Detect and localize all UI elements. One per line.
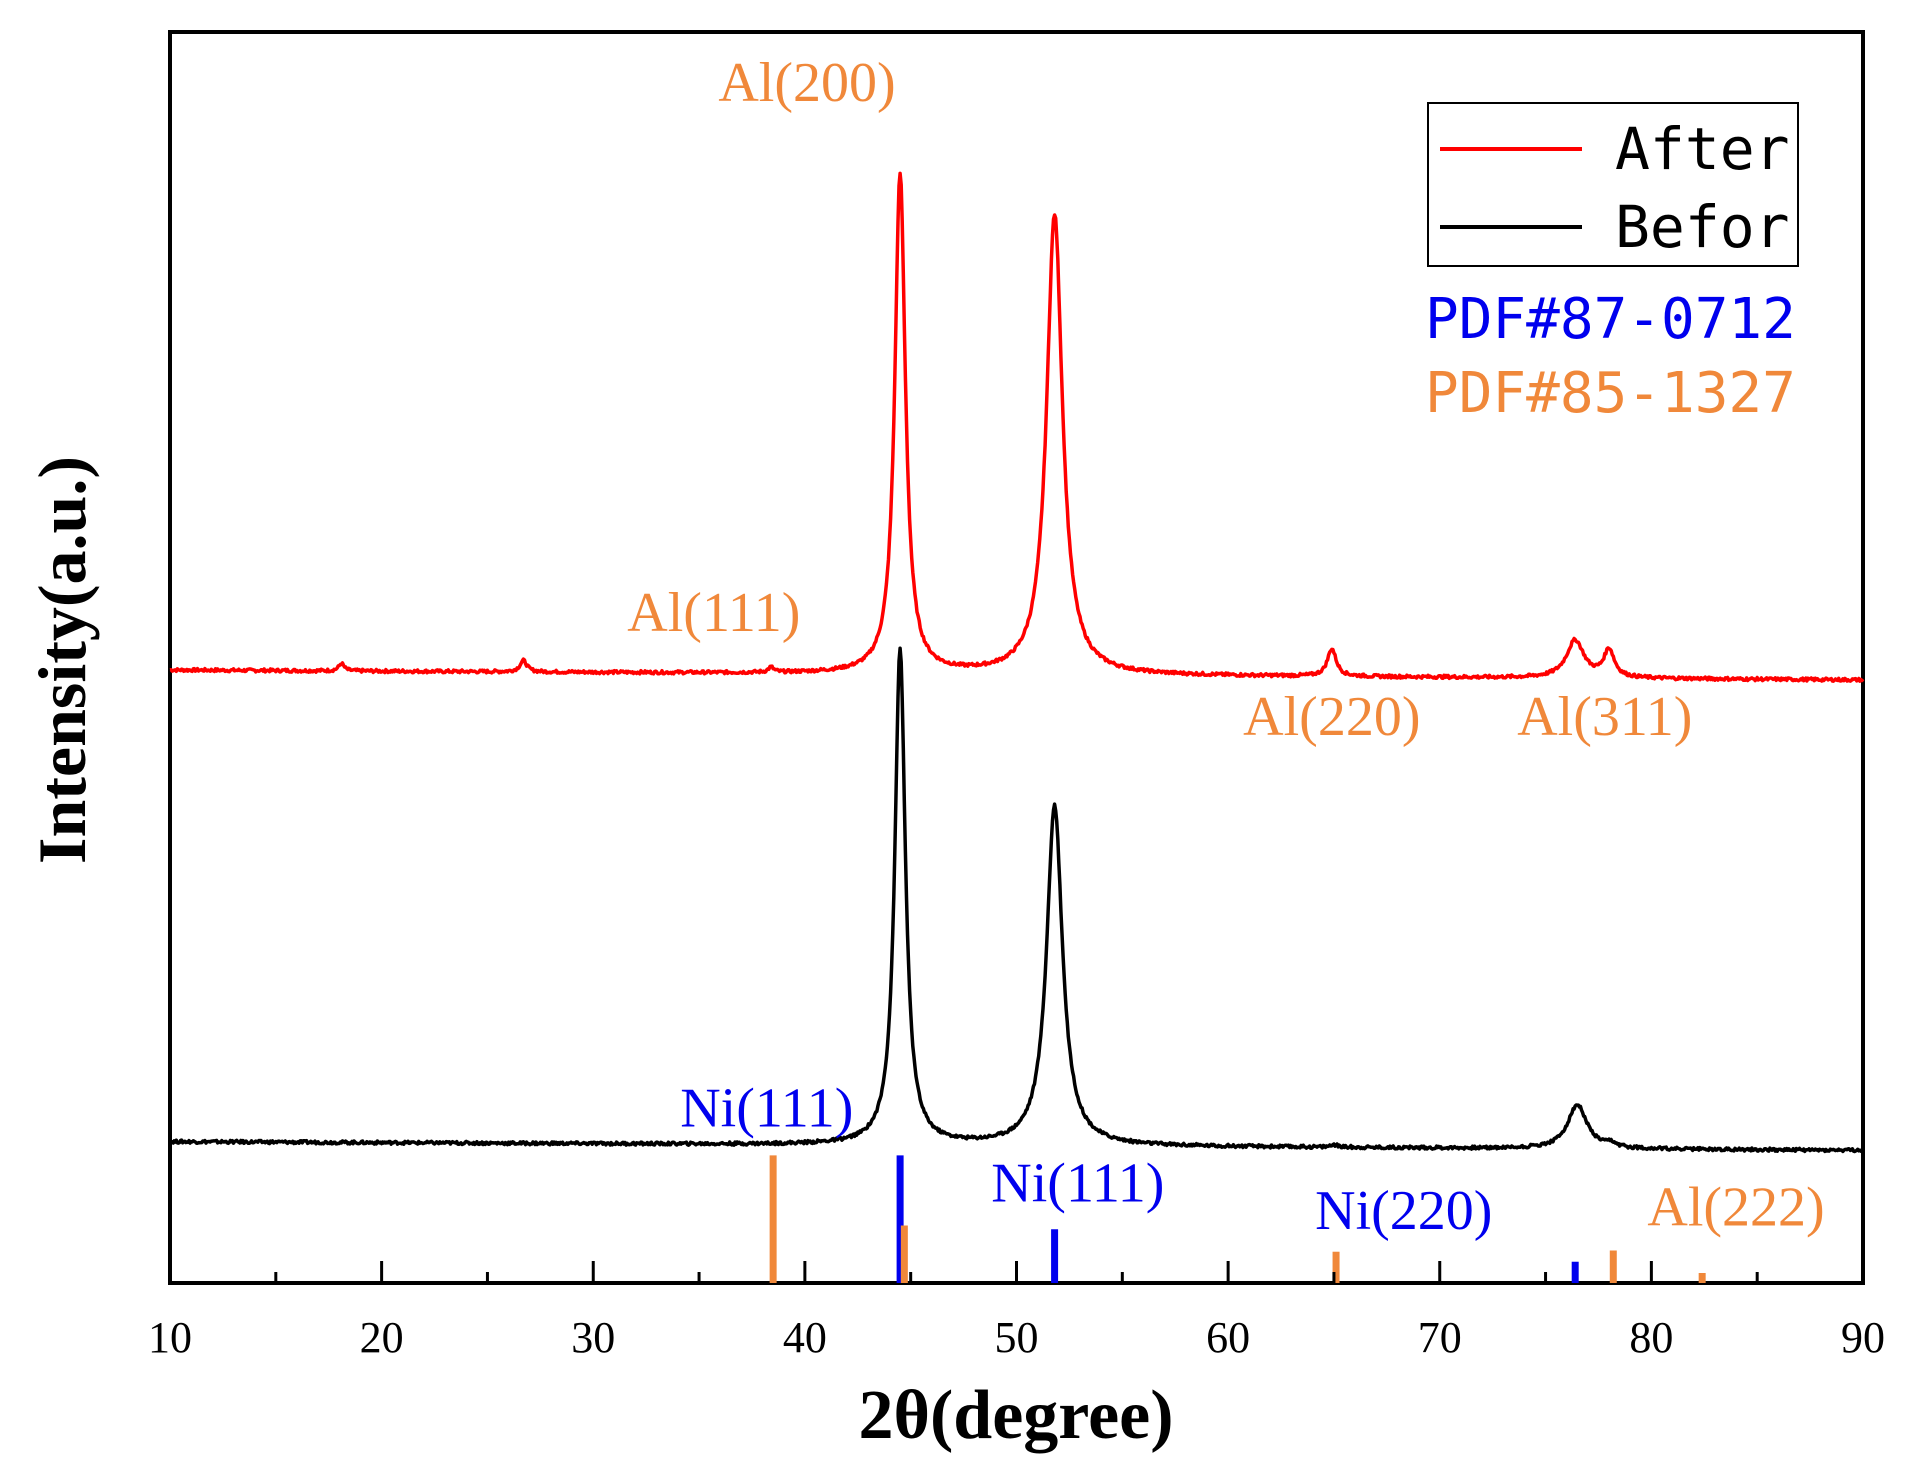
x-tick-label-60: 60 <box>1206 1313 1250 1362</box>
x-tick-label-80: 80 <box>1629 1313 1673 1362</box>
series-line-after <box>169 171 1865 683</box>
peak-annotation-ni-111-5: Ni(111) <box>991 1153 1164 1215</box>
legend-box <box>1427 102 1799 267</box>
x-tick-label-90: 90 <box>1841 1313 1885 1362</box>
x-tick-label-40: 40 <box>783 1313 827 1362</box>
y-axis-label: Intensity(a.u.) <box>24 456 100 864</box>
x-tick-label-30: 30 <box>571 1313 615 1362</box>
x-axis-label: 2θ(degree) <box>858 1377 1173 1454</box>
peak-annotation-al-200-0: Al(200) <box>718 52 895 114</box>
peak-annotation-ni-220-6: Ni(220) <box>1315 1180 1492 1242</box>
x-tick-label-70: 70 <box>1418 1313 1462 1362</box>
peak-annotation-al-311-3: Al(311) <box>1517 686 1692 748</box>
reference-label-al: PDF#85-1327 <box>1425 361 1796 426</box>
legend: After Befor <box>1427 102 1799 267</box>
x-tick-label-50: 50 <box>995 1313 1039 1362</box>
peak-annotation-al-220-2: Al(220) <box>1243 686 1420 748</box>
legend-label-befor: Befor <box>1615 193 1790 261</box>
peak-annotation-ni-111-4: Ni(111) <box>680 1078 853 1140</box>
peak-annotation-al-111-1: Al(111) <box>627 582 800 644</box>
reference-label-ni: PDF#87-0712 <box>1425 287 1796 352</box>
series-line-befor <box>168 646 1865 1154</box>
peak-annotation-al-222-7: Al(222) <box>1647 1176 1824 1238</box>
x-tick-label-10: 10 <box>148 1313 192 1362</box>
x-tick-label-20: 20 <box>360 1313 404 1362</box>
legend-label-after: After <box>1615 115 1790 183</box>
